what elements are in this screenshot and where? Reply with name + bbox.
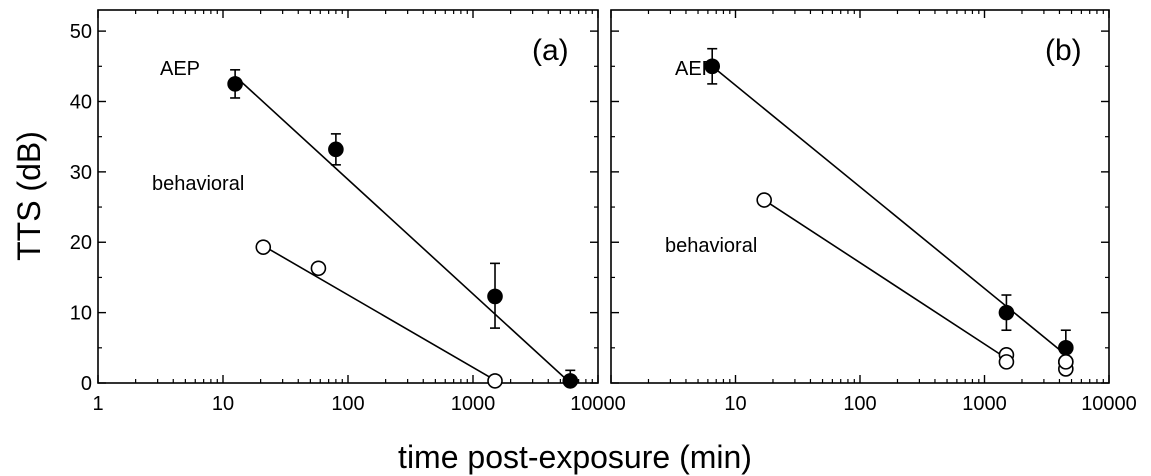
data-point [255,239,272,255]
y-axis-label: TTS (dB) [11,131,47,261]
series-behavioral: behavioral [665,192,1074,377]
x-tick-label: 100 [331,393,364,415]
x-tick-label: 1000 [451,393,496,415]
x-tick-label: 1 [92,393,103,415]
panel-a: 1 10 100 1000 10000 0 10 20 30 40 50 (a) AEP behavior… [70,9,626,415]
x-tick-label: 1000 [962,393,1007,415]
chart-panels: 1 10 100 1000 10000 0 10 20 30 40 50 (a) AEP behavior… [70,9,1137,415]
fit-line [262,245,496,381]
y-tick-label: 20 [70,232,92,254]
data-point [756,192,772,208]
fit-line [763,199,1007,360]
x-axis-label: time post-exposure (min) [398,439,752,475]
series-label: AEP [675,58,715,80]
data-point [998,354,1015,370]
x-tick-label: 100 [843,393,876,415]
series-aep: AEP [160,58,579,389]
data-point [328,141,344,158]
data-point [704,58,721,75]
data-point [562,373,579,389]
series-behavioral: behavioral [152,173,503,389]
y-tick-label: 50 [70,21,92,43]
x-tick-label: 10000 [1081,393,1137,415]
series-label: behavioral [152,173,244,195]
series-label: AEP [160,58,200,80]
data-point [1058,354,1074,370]
panel-label: (a) [532,34,569,67]
panel-b: 10 100 1000 10000 (b) AEP behavioral [610,9,1137,415]
fit-line [234,75,571,384]
data-point [227,76,243,92]
x-tick-label: 10 [212,393,234,415]
data-point [998,304,1015,321]
panel-label: (b) [1045,34,1082,67]
y-tick-label: 10 [70,303,92,325]
data-point [487,288,503,305]
series-aep: AEP [675,47,1074,367]
data-point [310,260,327,277]
y-tick-label: 40 [70,91,92,113]
x-tick-label: 10000 [570,393,626,415]
y-tick-label: 30 [70,162,92,184]
y-tick-label: 0 [81,373,92,395]
data-point [487,373,503,389]
series-label: behavioral [665,235,757,257]
data-point [1058,340,1074,356]
x-tick-label: 10 [724,393,746,415]
